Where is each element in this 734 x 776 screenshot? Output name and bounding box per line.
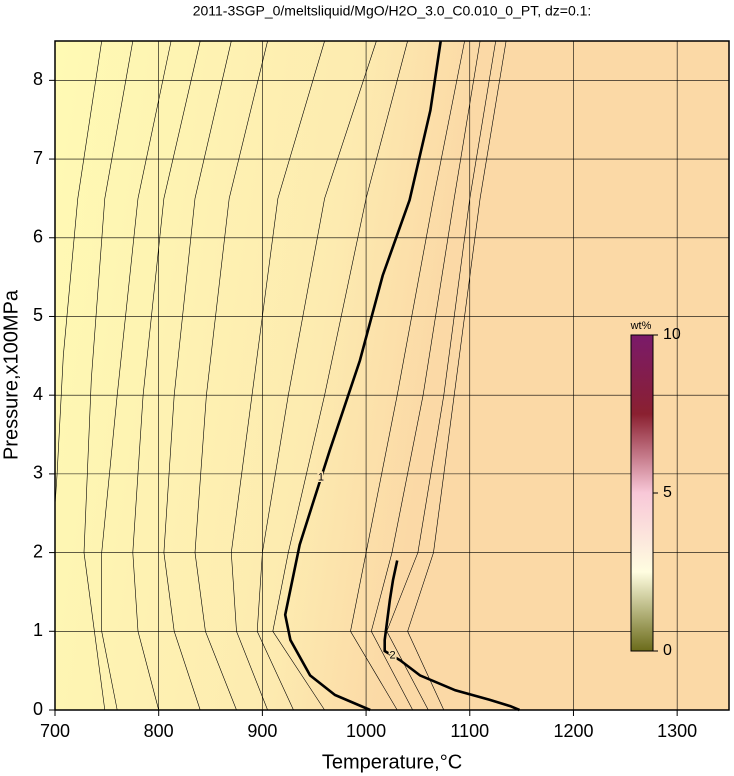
x-tick-label: 1000: [346, 721, 386, 741]
contour: [194, 40, 268, 711]
contour-label: 2: [389, 650, 395, 662]
contour: [101, 40, 172, 711]
y-tick-label: 0: [33, 699, 43, 719]
contour: [350, 40, 465, 711]
y-axis-label: Pressure,x100MPa: [0, 289, 22, 460]
contour: [370, 40, 481, 711]
x-axis-label: Temperature,°C: [322, 751, 462, 773]
y-tick-label: 2: [33, 541, 43, 561]
y-tick-label: 3: [33, 463, 43, 483]
y-tick-label: 1: [33, 620, 43, 640]
x-tick-label: 1300: [657, 721, 697, 741]
contour: [132, 40, 201, 711]
contour: [256, 40, 377, 711]
x-tick-label: 1200: [553, 721, 593, 741]
colorbar-tick-label: 0: [663, 642, 672, 659]
x-tick-label: 1100: [450, 721, 489, 741]
y-tick-label: 4: [33, 384, 43, 404]
plot-frame: [54, 40, 730, 711]
contour: [163, 40, 232, 711]
contour: [407, 40, 507, 711]
contour-major: [283, 40, 442, 712]
y-tick-label: 5: [33, 305, 43, 325]
x-tick-label: 900: [247, 721, 277, 741]
contour-major: [383, 560, 521, 712]
contour: [230, 40, 325, 711]
contour: [83, 40, 134, 711]
colorbar-label: wt%: [630, 320, 652, 332]
colorbar-tick-label: 10: [663, 326, 681, 343]
x-tick-label: 800: [144, 721, 174, 741]
plot-background: [55, 41, 729, 710]
contour: [386, 40, 496, 711]
contour: [272, 40, 408, 711]
contour-label: 1: [318, 472, 324, 484]
colorbar: [630, 334, 654, 652]
y-tick-label: 7: [33, 148, 43, 168]
chart-title: 2011-3SGP_0/meltsliquid/MgO/H2O_3.0_C0.0…: [193, 3, 592, 19]
contour: [54, 40, 102, 506]
x-tick-label: 700: [40, 721, 70, 741]
y-tick-label: 6: [33, 227, 43, 247]
y-tick-label: 8: [33, 69, 43, 89]
colorbar-tick-label: 5: [663, 484, 672, 501]
